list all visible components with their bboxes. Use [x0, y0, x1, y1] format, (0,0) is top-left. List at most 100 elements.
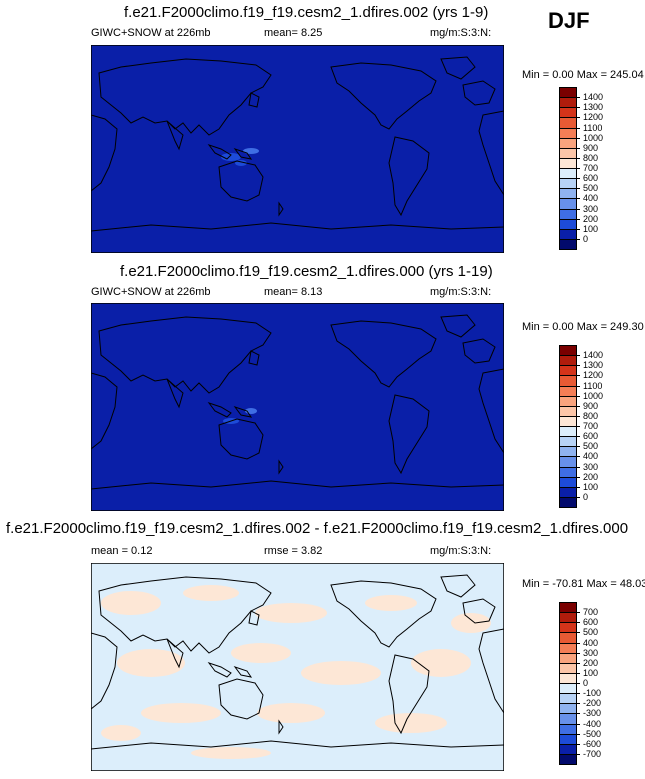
colorbar-label: 500 [583, 441, 599, 452]
coastline [207, 662, 232, 678]
panel1-variable-label: GIWC+SNOW at 226mb [91, 27, 211, 39]
panel2-minmax: Min = 0.00 Max = 249.30 [522, 321, 644, 333]
colorbar-tick [577, 218, 580, 220]
coastline [233, 406, 253, 418]
coastline [478, 110, 504, 196]
colorbar-label: 500 [583, 183, 599, 194]
coastline [98, 316, 272, 394]
colorbar-tick [577, 683, 580, 684]
colorbar-tick [577, 703, 580, 705]
contour-patch [411, 649, 471, 677]
coastline [440, 56, 476, 80]
coastline [278, 459, 284, 475]
colorbar-label: 900 [583, 400, 599, 411]
colorbar-label: 300 [583, 203, 599, 214]
contour-patch [451, 613, 491, 633]
coastline [248, 610, 260, 626]
coastline [462, 598, 496, 624]
contour-patch [301, 661, 381, 685]
coastline [207, 402, 232, 418]
coastline [478, 628, 504, 714]
colorbar-label: 600 [583, 173, 599, 184]
contour-patch [365, 595, 417, 611]
map-field [91, 303, 504, 511]
colorbar-tick [577, 426, 580, 427]
panel2-colorbar: 1400 1300 1200 1100 1000 900 800 700 600 500 400 30… [559, 345, 619, 508]
coastline [233, 148, 253, 160]
colorbar-tick [577, 446, 580, 448]
coastline [166, 638, 184, 669]
colorbar-tick [577, 198, 580, 200]
colorbar-label: 1200 [583, 112, 604, 123]
colorbar-label: 500 [583, 627, 599, 638]
map-field [91, 45, 504, 253]
colorbar-label: 200 [583, 213, 599, 224]
contour-patch [255, 603, 327, 623]
coastline [462, 338, 496, 364]
colorbar-tick [577, 127, 580, 129]
colorbar-tick [577, 622, 580, 624]
colorbar-label: 100 [583, 667, 599, 678]
colorbar-label: 1000 [583, 390, 604, 401]
panel3-rmse-label: rmse = 3.82 [264, 545, 323, 557]
coastline [166, 120, 184, 151]
colorbar-swatch [559, 238, 577, 250]
contour-patch [101, 725, 141, 741]
colorbar-tick [577, 652, 580, 654]
coastline [91, 632, 118, 710]
colorbar-tick [577, 496, 580, 498]
coastline [278, 201, 284, 217]
colorbar-tick [577, 97, 580, 99]
contour-patch [231, 643, 291, 663]
colorbar-label: 1300 [583, 102, 604, 113]
colorbar-tick [577, 385, 580, 387]
contour-patch [183, 585, 239, 601]
colorbar-tick [577, 733, 580, 735]
colorbar-label: 0 [583, 678, 589, 688]
panel1-minmax: Min = 0.00 Max = 245.04 [522, 69, 644, 81]
colorbar-tick [577, 713, 580, 715]
colorbar-label: 1400 [583, 350, 604, 361]
colorbar-tick [577, 395, 580, 397]
colorbar-label: 800 [583, 152, 599, 163]
colorbar-tick [577, 693, 580, 695]
colorbar-label: -100 [583, 688, 602, 699]
colorbar-label: -300 [583, 708, 602, 719]
colorbar-tick [577, 476, 580, 478]
coastline [388, 654, 430, 735]
colorbar-tick [577, 117, 580, 119]
colorbar-tick [577, 415, 580, 417]
colorbar-label: -700 [583, 748, 602, 759]
colorbar-tick [577, 188, 580, 190]
contour-patch [375, 713, 447, 733]
coastline [91, 114, 118, 192]
coastline [218, 678, 264, 720]
colorbar-label: 1100 [583, 122, 603, 133]
colorbar-label: 400 [583, 637, 599, 648]
colorbar-tick [577, 168, 580, 169]
contour-patch [117, 649, 185, 677]
coastline [330, 62, 437, 130]
colorbar-swatch [559, 496, 577, 508]
colorbar-label: 200 [583, 657, 599, 668]
colorbar-tick [577, 486, 580, 488]
colorbar-label: 1200 [583, 370, 604, 381]
colorbar-label: -400 [583, 718, 602, 729]
coastline [166, 378, 184, 409]
colorbar-tick [577, 436, 580, 438]
colorbar-label: 300 [583, 461, 599, 472]
panel2-map [91, 303, 504, 511]
colorbar-tick [577, 238, 580, 240]
colorbar-tick [577, 137, 580, 139]
colorbar-tick [577, 642, 580, 644]
colorbar-tick [577, 107, 580, 109]
panel3-map [91, 563, 504, 771]
colorbar-label: 100 [583, 223, 599, 234]
colorbar-label: 800 [583, 410, 599, 421]
panel1-map [91, 45, 504, 253]
panel2-variable-label: GIWC+SNOW at 226mb [91, 286, 211, 298]
colorbar-label: 1000 [583, 132, 604, 143]
coastline [330, 320, 437, 388]
coastline [388, 136, 430, 217]
panel2-title: f.e21.F2000climo.f19_f19.cesm2_1.dfires.… [120, 263, 493, 280]
